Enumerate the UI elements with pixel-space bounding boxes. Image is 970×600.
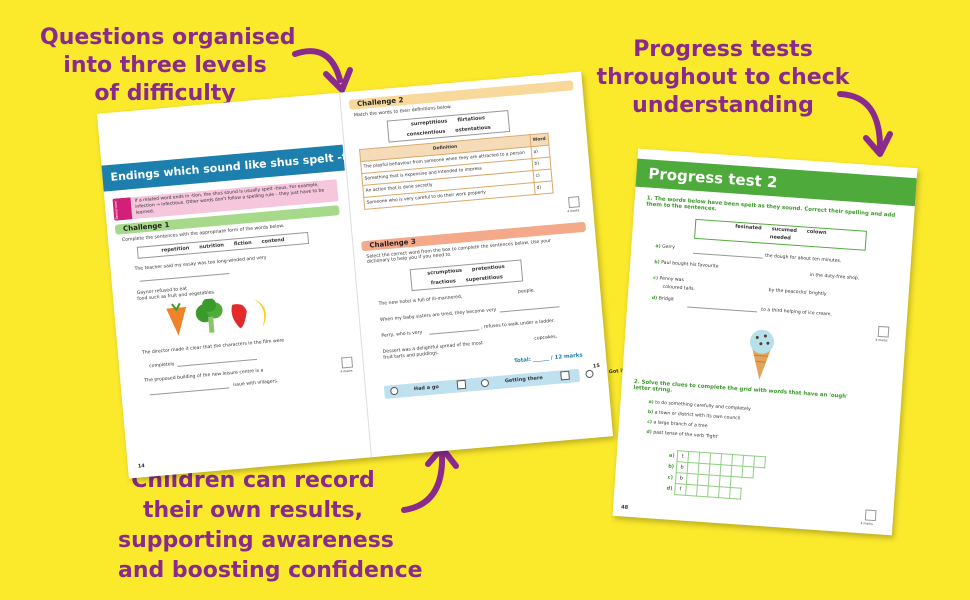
marks-box	[341, 356, 354, 369]
definitions-table: Definition Word The playful behaviour fro…	[359, 133, 554, 210]
caption-progress: Progress tests throughout to check under…	[596, 37, 850, 118]
marks-box	[568, 196, 580, 209]
workbook-page-14: Endings which sound like shus spelt -tio…	[97, 93, 373, 479]
checkbox-had-a-go[interactable]	[456, 379, 466, 390]
face-icon	[389, 386, 399, 395]
marks-box	[877, 325, 890, 338]
challenge-2-bar: Challenge 2	[348, 80, 574, 110]
workbook-spread: Endings which sound like shus spelt -tio…	[96, 71, 654, 479]
marks-box	[864, 509, 877, 522]
caption-levels: Questions organised into three levels of…	[40, 25, 296, 106]
page-number: 48	[620, 504, 629, 511]
checkbox-getting-there[interactable]	[560, 370, 570, 381]
progress-test-page: Progress test 2 1. The words below have …	[612, 148, 918, 536]
curved-arrow-icon	[837, 91, 893, 157]
page-number: 15	[592, 363, 601, 370]
face-icon	[584, 369, 594, 378]
caption-record: Children can record their own results, s…	[118, 468, 423, 583]
curved-arrow-icon	[292, 48, 353, 93]
total-marks: Total: ______ / 12 marks	[513, 352, 583, 365]
face-icon	[480, 378, 490, 387]
ice-cream-icon	[750, 329, 775, 380]
page-number: 14	[137, 463, 146, 470]
remember-tag: Remember	[112, 197, 133, 221]
fruit-veg-icon	[166, 297, 266, 336]
crossword-grid: a) t b) b c) b d) f	[664, 449, 766, 501]
word-box: fesinated sucumed colown needed	[694, 218, 868, 251]
word-box: scrumptious pretentious fractious supersti…	[409, 259, 524, 292]
workbook-page-15: Challenge 2 Match the words to their def…	[339, 71, 615, 458]
